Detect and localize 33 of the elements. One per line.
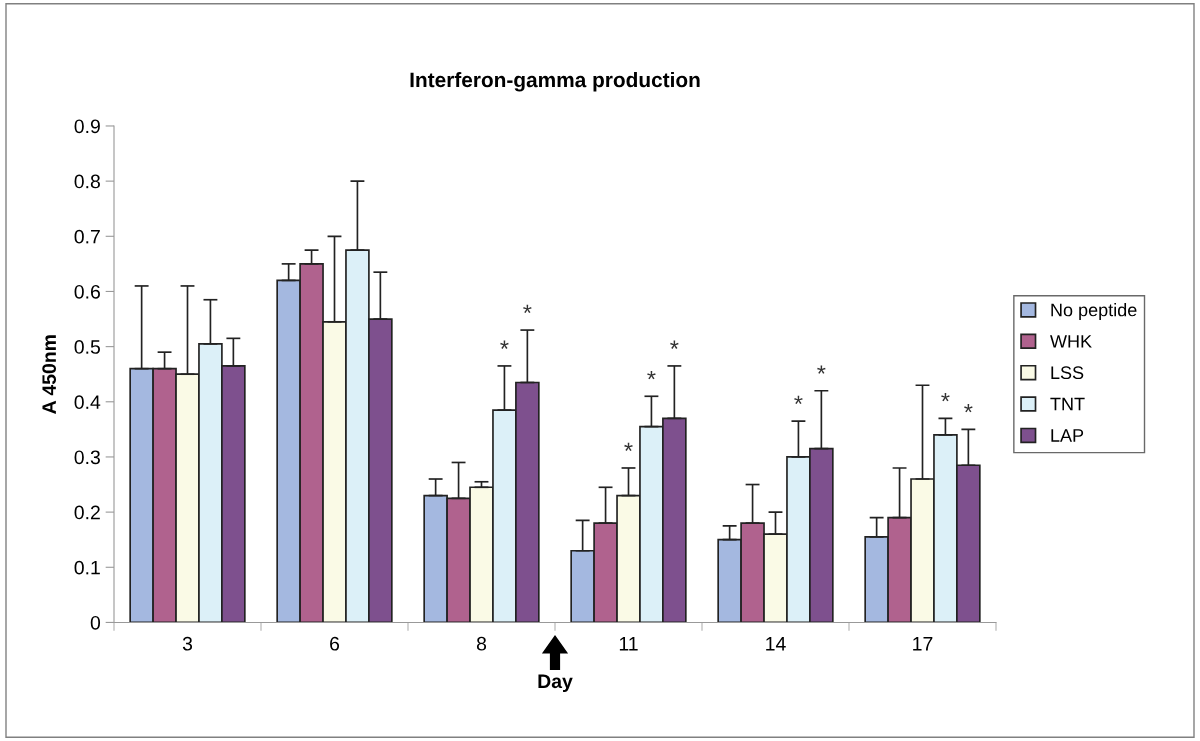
y-tick-label: 0.7 bbox=[74, 229, 100, 244]
x-tick-label: 6 bbox=[330, 636, 340, 651]
data-label: * bbox=[523, 304, 532, 314]
data-label: * bbox=[941, 393, 950, 402]
x-tick-label: 17 bbox=[913, 637, 933, 651]
x-tick-label: 8 bbox=[476, 636, 487, 651]
x-axis-title: Day bbox=[538, 674, 573, 693]
x-tick-label: 3 bbox=[182, 636, 193, 651]
y-tick-label: 0.9 bbox=[74, 119, 100, 134]
y-axis-title: A 450nm bbox=[42, 335, 57, 414]
x-tick-label: 14 bbox=[766, 637, 786, 651]
legend-label: WHK bbox=[1050, 335, 1092, 348]
data-label: * bbox=[964, 404, 973, 413]
legend-label: LSS bbox=[1051, 366, 1084, 380]
data-label: * bbox=[500, 340, 509, 349]
y-tick-label: 0.6 bbox=[74, 284, 100, 299]
y-tick-label: 0.8 bbox=[74, 174, 100, 189]
y-tick-label: 0.5 bbox=[74, 340, 100, 354]
data-label: * bbox=[624, 442, 633, 451]
y-tick-label: 0.3 bbox=[74, 450, 100, 465]
y-tick-label: 0 bbox=[90, 615, 101, 630]
data-label: * bbox=[817, 365, 826, 374]
y-tick-label: 0.1 bbox=[74, 560, 100, 575]
x-tick-label: 11 bbox=[619, 637, 638, 651]
y-tick-label: 0.4 bbox=[74, 395, 101, 410]
y-tick-label: 0.2 bbox=[74, 505, 100, 520]
legend-label: No peptide bbox=[1051, 303, 1137, 320]
chart-title: Interferon-gamma production bbox=[410, 71, 700, 92]
data-label: * bbox=[670, 340, 679, 349]
data-label: * bbox=[647, 370, 656, 380]
legend-label: TNT bbox=[1050, 397, 1085, 411]
data-label: * bbox=[794, 395, 803, 405]
legend-label: LAP bbox=[1051, 429, 1084, 442]
